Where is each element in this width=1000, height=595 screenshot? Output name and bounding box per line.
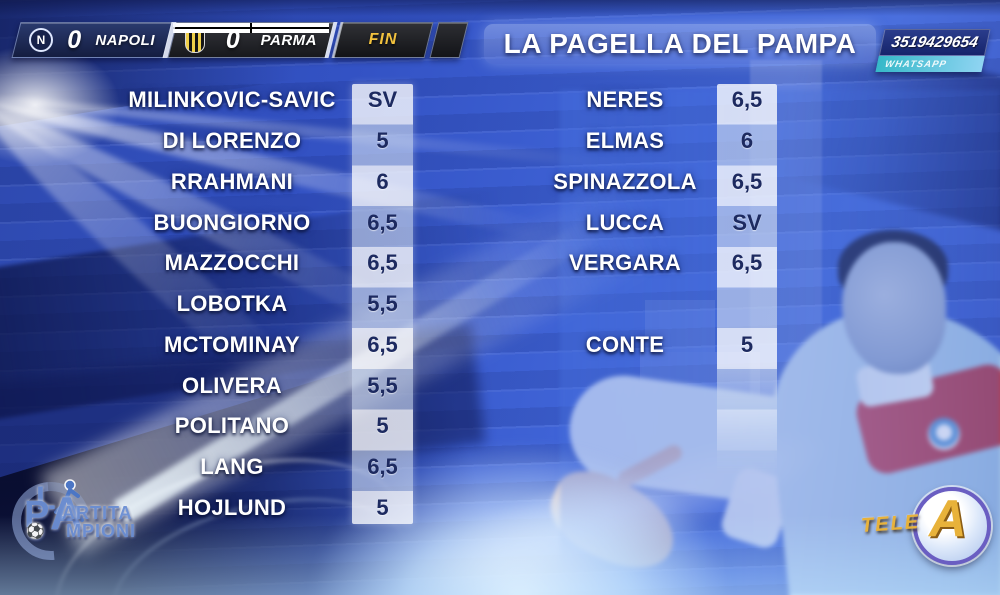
- player-rating: 6,5: [367, 453, 398, 479]
- home-score: 0: [67, 25, 82, 54]
- channel-logo-tele-a: TELE A: [855, 485, 1000, 580]
- whatsapp-label-strip: WHATSAPP: [875, 56, 985, 72]
- rating-row: POLITANO 5: [0, 406, 1000, 447]
- player-name: MAZZOCCHI: [164, 250, 300, 276]
- away-team-name: PARMA: [260, 31, 317, 49]
- footballer-icon: [54, 479, 84, 522]
- player-name: LANG: [200, 453, 264, 479]
- whatsapp-badge: 3519429654 WHATSAPP: [875, 29, 991, 72]
- player-rating: SV: [732, 209, 762, 235]
- player-name: CONTE: [585, 331, 665, 357]
- logo-letter-p: P: [24, 494, 50, 536]
- rating-row: HOJLUND 5: [0, 487, 1000, 528]
- bottom-glow: [0, 515, 1000, 595]
- player-name: NERES: [586, 87, 664, 113]
- player-name: LOBOTKA: [176, 291, 288, 317]
- rating-row: MAZZOCCHI 6,5: [0, 243, 1000, 284]
- ratings-strip-left: [352, 84, 413, 524]
- home-team-name: NAPOLI: [95, 31, 155, 49]
- rating-row: CONTE 5: [0, 324, 1000, 365]
- rating-row-empty: [0, 284, 1000, 325]
- logo-text-mpioni: MPIONI: [66, 521, 137, 541]
- player-name: OLIVERA: [182, 372, 282, 398]
- player-head: [842, 242, 946, 374]
- rating-row: MCTOMINAY 6,5: [0, 324, 1000, 365]
- player-name: MILINKOVIC-SAVIC: [128, 87, 336, 113]
- player-name: SPINAZZOLA: [553, 168, 697, 194]
- rating-row: BUONGIORNO 6,5: [0, 202, 1000, 243]
- ratings-column-left: MILINKOVIC-SAVIC SV DI LORENZO 5 RRAHMANI 6…: [0, 80, 1000, 528]
- shirt-crest-patch: [928, 418, 960, 450]
- match-status-segment: FIN: [332, 22, 434, 58]
- player-rating: 6: [376, 168, 389, 194]
- logo-text-artita: ARTITA: [62, 503, 133, 523]
- rating-row: DI LORENZO 5: [0, 121, 1000, 162]
- whatsapp-number: 3519429654: [889, 33, 980, 51]
- rating-row: ELMAS 6: [0, 121, 1000, 162]
- translucent-square: [645, 300, 715, 352]
- player-name: POLITANO: [174, 413, 290, 439]
- player-rating: SV: [367, 87, 398, 113]
- rating-row: LOBOTKA 5,5: [0, 284, 1000, 325]
- scoreboard-home-segment: N 0 NAPOLI: [11, 22, 173, 58]
- soccer-ball-icon: ⚽: [26, 523, 45, 540]
- player-rating: 6,5: [731, 168, 763, 194]
- player-rating: 5: [376, 128, 389, 154]
- napoli-crest-icon: N: [29, 28, 53, 52]
- rating-row: MILINKOVIC-SAVIC SV: [0, 80, 1000, 121]
- top-shade: [0, 0, 1000, 16]
- show-logo-la-partita-dei-campioni: L A P ARTITA MPIONI ⚽: [0, 466, 164, 583]
- player-name: VERGARA: [568, 250, 682, 276]
- logo-letter-l: L: [36, 480, 56, 516]
- player-name: HOJLUND: [177, 494, 287, 520]
- ratings-strip-right: [717, 84, 777, 476]
- logo-circle: [913, 487, 991, 565]
- player-rating: 6,5: [731, 87, 763, 113]
- player-rating: 6,5: [367, 250, 398, 276]
- whatsapp-number-box: 3519429654: [878, 29, 991, 56]
- player-rating: 5: [376, 413, 389, 439]
- player-rating: 6,5: [367, 331, 398, 357]
- player-name: ELMAS: [585, 128, 665, 154]
- parma-crest-icon: [185, 27, 205, 53]
- rating-row: LANG 6,5: [0, 447, 1000, 488]
- player-name: LUCCA: [585, 209, 665, 235]
- player-rating: 5,5: [367, 291, 398, 317]
- player-rating: 5,5: [367, 372, 398, 398]
- player-name: MCTOMINAY: [164, 331, 300, 357]
- player-rating: 5: [740, 331, 754, 357]
- ratings-column-right: NERES 6,5 ELMAS 6 SPINAZZOLA 6,5 LUCCA SV VE…: [0, 80, 1000, 365]
- title-panel: LA PAGELLA DEL PAMPA: [484, 24, 876, 64]
- rating-row: OLIVERA 5,5: [0, 365, 1000, 406]
- match-status: FIN: [368, 31, 398, 48]
- rating-row: VERGARA 6,5: [0, 243, 1000, 284]
- player-rating: 5: [376, 494, 389, 520]
- rating-row: LUCCA SV: [0, 202, 1000, 243]
- rating-row: SPINAZZOLA 6,5: [0, 161, 1000, 202]
- page-title: LA PAGELLA DEL PAMPA: [503, 28, 857, 59]
- rating-row: RRAHMANI 6: [0, 161, 1000, 202]
- logo-letter-a: A: [50, 487, 84, 539]
- player-name: DI LORENZO: [162, 128, 302, 154]
- whatsapp-label: WHATSAPP: [883, 58, 948, 70]
- player-rating: 6,5: [731, 250, 763, 276]
- player-rating: 6,5: [367, 209, 398, 235]
- scoreboard-away-segment: 0 PARMA: [167, 22, 335, 58]
- logo-text-tele: TELE: [860, 510, 921, 538]
- player-name: BUONGIORNO: [153, 209, 311, 235]
- rating-row: NERES 6,5: [0, 80, 1000, 121]
- player-rating: 6: [740, 128, 754, 154]
- player-name: RRAHMANI: [170, 168, 294, 194]
- logo-letter-a: A: [929, 490, 967, 548]
